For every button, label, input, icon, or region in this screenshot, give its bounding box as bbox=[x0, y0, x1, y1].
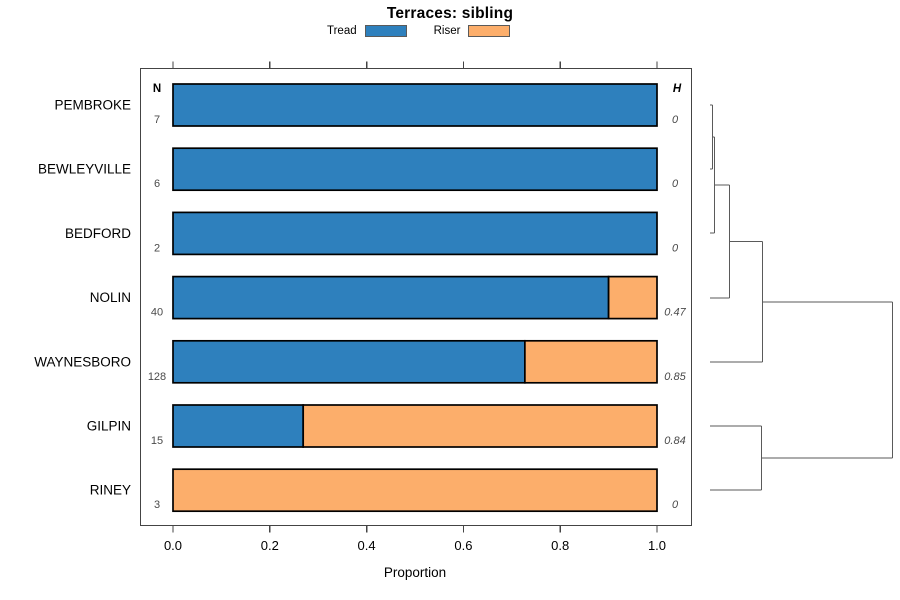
x-axis-label: Proportion bbox=[384, 565, 446, 580]
legend-label-tread: Tread bbox=[327, 25, 357, 37]
category-label: PEMBROKE bbox=[54, 98, 131, 113]
x-tick-label: 0.8 bbox=[551, 538, 569, 553]
n-value: 40 bbox=[151, 307, 163, 319]
bar-segment-tread bbox=[172, 147, 658, 192]
legend-swatch-riser bbox=[468, 25, 511, 37]
x-tick-label: 0.4 bbox=[358, 538, 376, 553]
h-value: 0.47 bbox=[664, 307, 686, 319]
legend-item-tread: Tread bbox=[327, 25, 407, 37]
bar-segment-riser bbox=[607, 275, 658, 320]
h-column-header: H bbox=[673, 83, 682, 95]
x-tick-label: 1.0 bbox=[648, 538, 666, 553]
bar-segment-riser bbox=[302, 404, 658, 448]
category-label: BEDFORD bbox=[65, 226, 131, 241]
n-value: 2 bbox=[154, 242, 160, 254]
legend-item-riser: Riser bbox=[434, 25, 511, 37]
legend-swatch-tread bbox=[364, 25, 407, 37]
h-value: 0 bbox=[672, 178, 679, 190]
bar-segment-riser bbox=[524, 339, 658, 384]
category-label: WAYNESBORO bbox=[34, 354, 131, 369]
legend: Tread Riser bbox=[327, 25, 511, 37]
bar-segment-riser bbox=[172, 468, 658, 513]
category-label: RINEY bbox=[90, 483, 131, 498]
x-tick-label: 0.0 bbox=[164, 538, 182, 553]
x-tick-label: 0.6 bbox=[454, 538, 472, 553]
bar-segment-tread bbox=[172, 275, 610, 320]
h-value: 0 bbox=[672, 242, 679, 254]
n-value: 3 bbox=[154, 499, 160, 511]
h-value: 0.84 bbox=[664, 435, 685, 447]
legend-label-riser: Riser bbox=[433, 25, 461, 37]
plot-box bbox=[139, 67, 693, 527]
x-tick-label: 0.2 bbox=[261, 538, 279, 553]
bar-segment-tread bbox=[172, 339, 526, 384]
category-label: NOLIN bbox=[90, 290, 131, 305]
n-value: 128 bbox=[148, 371, 166, 383]
bar-segment-tread bbox=[172, 211, 658, 256]
chart-title: Terraces: sibling bbox=[386, 5, 514, 22]
category-label: GILPIN bbox=[87, 419, 131, 434]
category-label: BEWLEYVILLE bbox=[38, 162, 131, 177]
h-value: 0.85 bbox=[664, 371, 686, 383]
n-value: 6 bbox=[154, 178, 160, 190]
bar-segment-tread bbox=[172, 83, 658, 127]
n-value: 7 bbox=[154, 114, 160, 126]
n-value: 15 bbox=[151, 435, 163, 447]
h-value: 0 bbox=[672, 499, 679, 511]
n-column-header: N bbox=[153, 83, 161, 95]
h-value: 0 bbox=[672, 114, 679, 126]
bar-segment-tread bbox=[172, 404, 305, 448]
